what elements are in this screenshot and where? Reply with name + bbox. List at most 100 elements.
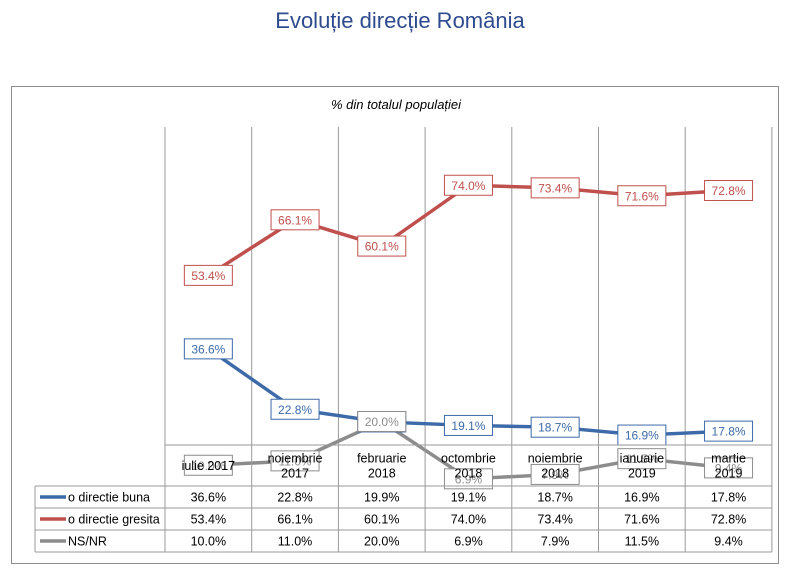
data-label-text: 36.6%	[191, 342, 225, 356]
table-cell: 17.8%	[711, 491, 746, 505]
data-label: 72.8%	[704, 180, 754, 201]
data-label-text: 73.4%	[538, 181, 572, 195]
table-cell: 11.5%	[625, 535, 660, 549]
data-label-box	[270, 450, 320, 472]
data-label-text: 9.4%	[715, 461, 743, 475]
data-label-text: 18.7%	[538, 421, 572, 435]
table-cell: 6.9%	[454, 535, 483, 549]
data-label-text: 53.4%	[191, 269, 225, 283]
legend-label: o directie buna	[68, 491, 150, 505]
data-label-box	[617, 185, 667, 207]
data-label: 71.6%	[617, 185, 667, 207]
table-cell: 9.4%	[714, 535, 743, 549]
data-table: iulie 2017noiembrie2017februarie2018octo…	[34, 444, 773, 553]
data-label: 6.9%	[443, 468, 493, 490]
table-cell: 74.0%	[451, 513, 486, 527]
table-cell: 53.4%	[191, 513, 226, 527]
data-label-box	[183, 338, 233, 360]
data-label-text: 10.0%	[191, 459, 225, 473]
data-label: 18.7%	[530, 416, 580, 438]
data-label-text: 16.9%	[625, 429, 659, 443]
data-label: 36.6%	[183, 338, 233, 360]
data-label: 22.8%	[270, 398, 320, 420]
data-label-box	[617, 448, 667, 470]
table-cell: 19.1%	[451, 491, 486, 505]
table-cell: 73.4%	[537, 513, 572, 527]
data-label: 11.5%	[617, 448, 667, 470]
table-cell: 10.0%	[191, 535, 226, 549]
legend-label: o directie gresita	[68, 513, 160, 527]
x-tick-label: octombrie	[441, 452, 496, 466]
x-tick-label: noiembrie	[528, 452, 583, 466]
table-cell: 71.6%	[624, 513, 659, 527]
data-label-text: 11.5%	[625, 452, 658, 466]
table-cell: 72.8%	[711, 513, 746, 527]
data-label-box	[357, 411, 407, 432]
data-label-box	[704, 180, 754, 201]
data-label: 20.0%	[357, 411, 407, 432]
data-labels: 36.6%22.8%19.9%19.1%18.7%16.9%17.8%53.4%…	[183, 174, 754, 490]
x-tick-label: noiembrie	[268, 452, 323, 466]
data-label: 10.0%	[183, 454, 233, 476]
data-label-text: 6.9%	[455, 472, 483, 486]
data-label-text: 60.1%	[365, 240, 399, 254]
data-label: 60.1%	[357, 235, 407, 257]
data-label: 74.0%	[443, 174, 493, 196]
data-label-box	[270, 209, 320, 231]
data-label-text: 7.9%	[541, 468, 569, 482]
x-tick-label: iulie 2017	[182, 459, 236, 473]
data-label: 73.4%	[530, 177, 580, 199]
data-label-text: 74.0%	[451, 179, 485, 193]
data-label-text: 20.0%	[365, 415, 399, 429]
table-cell: 11.0%	[278, 535, 313, 549]
data-label-box	[443, 468, 493, 490]
data-label: 9.4%	[704, 457, 754, 479]
x-tick-label: 2019	[715, 467, 743, 481]
table-cell: 22.8%	[277, 491, 312, 505]
table-cell: 20.0%	[364, 535, 399, 549]
data-label-text: 11.0%	[278, 454, 311, 468]
table-cell: 66.1%	[277, 513, 312, 527]
data-label-text: 19.1%	[451, 419, 485, 433]
data-label-text: 66.1%	[278, 213, 312, 227]
plot-grid	[164, 127, 773, 445]
data-label-text: 17.8%	[712, 425, 746, 439]
chart-frame: % din totalul populației 36.6% 22.8% 19.9%…	[11, 86, 779, 564]
x-tick-label: ianuarie	[620, 452, 665, 466]
data-label-text: 22.8%	[278, 403, 312, 417]
data-label: 17.8%	[704, 420, 754, 442]
data-label-box	[183, 264, 233, 286]
data-label-box	[183, 454, 233, 476]
data-label-box	[357, 235, 407, 257]
data-label: 7.9%	[530, 463, 580, 485]
data-label-box	[704, 457, 754, 479]
data-label-text: 71.6%	[625, 189, 659, 203]
data-label-box	[530, 463, 580, 485]
x-tick-label: 2018	[368, 467, 396, 481]
legend-label: NS/NR	[68, 535, 107, 549]
table-cell: 19.9%	[364, 491, 399, 505]
page-title: Evoluție direcție România	[275, 8, 525, 33]
data-label-text: 72.8%	[712, 184, 746, 198]
data-label: 66.1%	[270, 209, 320, 231]
data-label-box	[270, 398, 320, 420]
x-tick-label: 2018	[455, 467, 483, 481]
table-cell: 36.6%	[191, 491, 226, 505]
line-chart: % din totalul populației 36.6% 22.8% 19.9%…	[34, 97, 773, 553]
data-label-box	[530, 177, 580, 199]
x-tick-label: 2018	[541, 467, 569, 481]
data-label-box	[530, 416, 580, 438]
data-label-box	[704, 420, 754, 442]
data-label-box	[443, 174, 493, 196]
data-label: 53.4%	[183, 264, 233, 286]
data-label: 16.9%	[617, 424, 667, 446]
table-cell: 7.9%	[541, 535, 570, 549]
data-label-box	[443, 414, 493, 436]
data-label: 11.0%	[270, 450, 320, 472]
x-tick-label: 2019	[628, 467, 656, 481]
x-tick-label: 2017	[281, 467, 309, 481]
x-tick-label: martie	[711, 452, 746, 466]
table-cell: 18.7%	[537, 491, 572, 505]
data-label: 19.1%	[443, 414, 493, 436]
chart-subtitle: % din totalul populației	[331, 97, 462, 112]
